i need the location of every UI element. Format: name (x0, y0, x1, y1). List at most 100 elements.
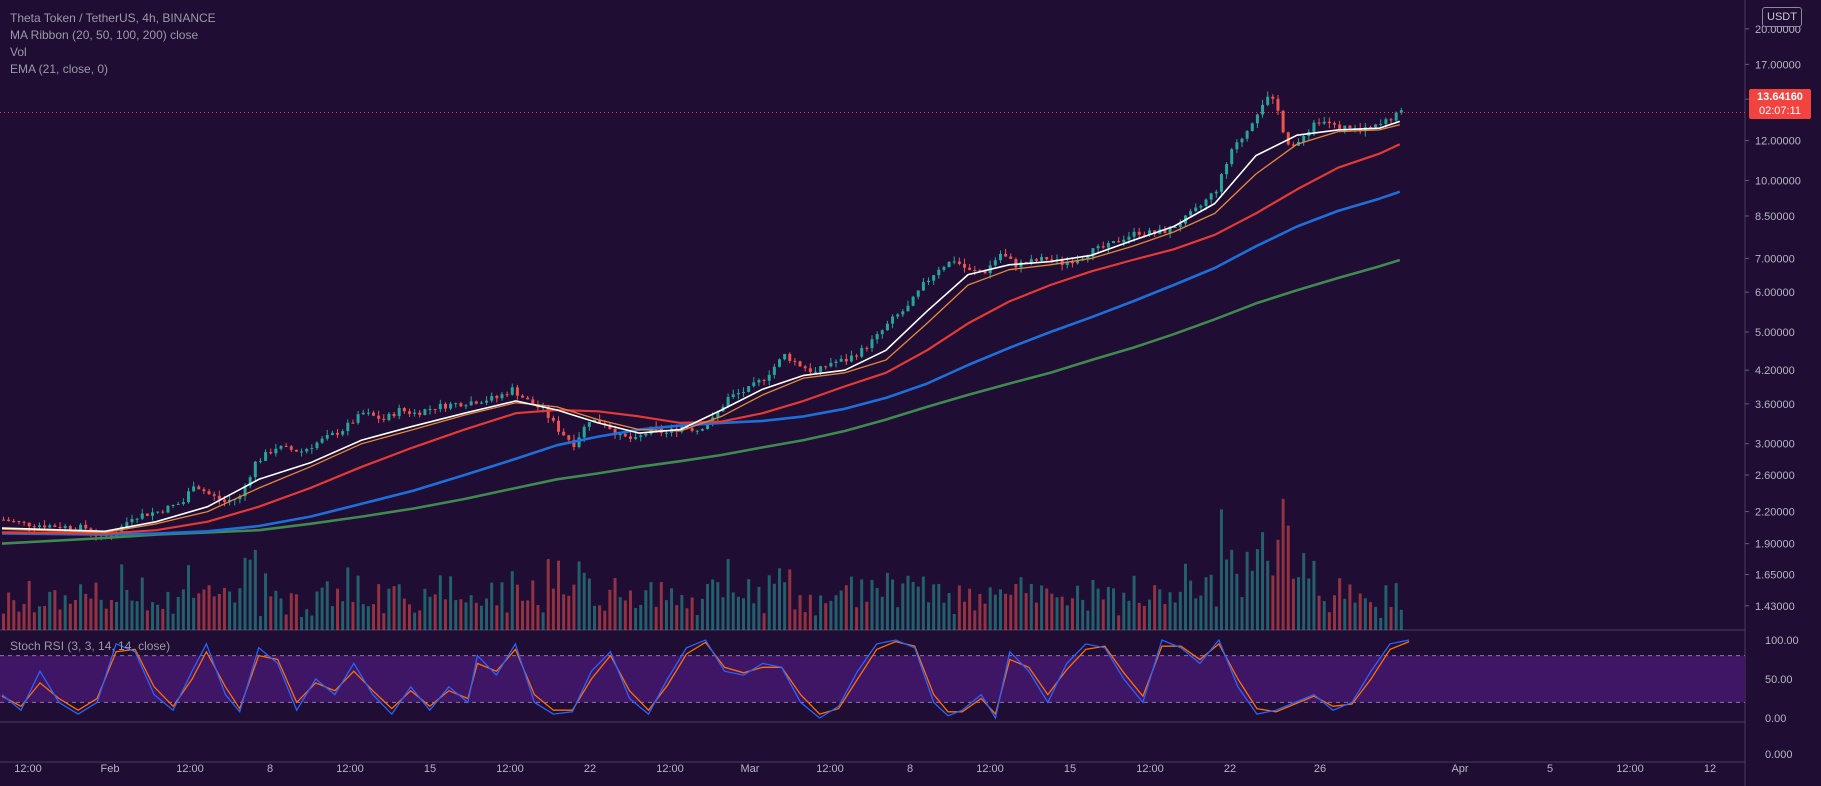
volume-bar (536, 605, 540, 630)
bullish-candle (834, 361, 838, 363)
ema-label[interactable]: EMA (21, close, 0) (10, 62, 109, 76)
y-tick-label: 17.00000 (1755, 59, 1801, 71)
stoch-k-line (1, 638, 1410, 720)
volume-bar (156, 604, 160, 630)
volume-bar (469, 595, 473, 630)
bearish-candle (2, 519, 5, 521)
bullish-candle (361, 412, 365, 415)
bearish-candle (382, 418, 386, 420)
bullish-candle (819, 366, 823, 372)
volume-bar (644, 590, 648, 630)
bullish-candle (870, 339, 874, 349)
bullish-candle (79, 524, 83, 531)
volume-bar (1343, 598, 1347, 630)
bearish-candle (824, 366, 828, 368)
bullish-candle (952, 261, 956, 263)
y-tick-label: 2.20000 (1755, 507, 1795, 519)
bullish-candle (397, 407, 401, 417)
volume-bar (1147, 599, 1151, 630)
stoch-tick-label: 50.00 (1765, 674, 1793, 686)
bullish-candle (500, 394, 504, 399)
bullish-candle (875, 334, 879, 340)
volume-bar (911, 581, 915, 630)
volume-bar (587, 578, 591, 630)
bearish-candle (1276, 98, 1280, 111)
bearish-candle (1034, 259, 1038, 261)
volume-bar (680, 595, 684, 630)
bullish-candle (1122, 239, 1126, 243)
stoch-rsi-pane (0, 638, 1745, 720)
bearish-candle (546, 406, 550, 418)
y-tick-label: 3.00000 (1755, 439, 1795, 451)
bullish-candle (1322, 121, 1326, 124)
volume-bar (407, 604, 411, 630)
volume-label[interactable]: Vol (10, 45, 27, 59)
volume-bar (613, 578, 617, 630)
bearish-candle (372, 412, 376, 416)
bullish-candle (736, 393, 740, 395)
bullish-candle (485, 400, 489, 403)
volume-bar (736, 596, 740, 630)
y-tick-label: 1.90000 (1755, 539, 1795, 551)
bullish-candle (1086, 256, 1090, 259)
bearish-candle (1153, 230, 1157, 234)
volume-bar (438, 575, 442, 630)
currency-badge[interactable]: USDT (1762, 7, 1802, 27)
price-axis[interactable]: 20.0000017.0000013.6416012.0000010.00000… (1745, 24, 1801, 761)
volume-bar (906, 575, 910, 630)
bearish-candle (474, 401, 478, 404)
volume-bar (927, 602, 931, 630)
volume-bar (1276, 539, 1280, 630)
volume-bar (474, 602, 478, 630)
bullish-candle (1230, 149, 1234, 165)
ma-ribbon-label[interactable]: MA Ribbon (20, 50, 100, 200) close (10, 28, 199, 42)
bullish-candle (171, 504, 175, 506)
volume-bar (99, 599, 103, 630)
volume-bar (115, 601, 119, 630)
stoch-tick-label: 100.00 (1765, 635, 1799, 647)
volume-bar (618, 597, 622, 630)
bullish-candle (639, 435, 643, 438)
volume-bar (957, 585, 961, 630)
symbol-title[interactable]: Theta Token / TetherUS, 4h, BINANCE (10, 11, 216, 25)
bullish-candle (1096, 246, 1100, 249)
stoch-band (0, 655, 1745, 703)
bearish-candle (269, 452, 273, 454)
volume-bar (346, 567, 350, 630)
volume-bar (443, 599, 447, 630)
volume-bar (968, 588, 972, 630)
bullish-candle (130, 519, 134, 523)
volume-bars (2, 498, 1403, 630)
bullish-candle (839, 358, 843, 362)
bearish-candle (161, 511, 165, 513)
volume-bar (834, 595, 838, 630)
bullish-candle (300, 451, 304, 453)
volume-bar (341, 601, 345, 630)
volume-bar (659, 582, 663, 630)
x-tick-label: 8 (907, 763, 913, 775)
bearish-candle (58, 526, 62, 529)
bullish-candle (577, 437, 581, 448)
bearish-candle (43, 525, 47, 528)
bullish-candle (1106, 243, 1110, 248)
time-axis[interactable]: 12:00 Feb 12:00 8 12:00 15 12:00 22 12:00 Mar 12:0… (14, 763, 1716, 775)
volume-bar (7, 592, 11, 630)
bullish-candle (1240, 138, 1244, 143)
volume-bar (84, 593, 88, 630)
stoch-d-line (1, 640, 1410, 716)
bearish-candle (202, 489, 206, 492)
x-tick-label: 8 (267, 763, 273, 775)
bearish-candle (808, 368, 812, 372)
bearish-candle (1348, 125, 1352, 129)
volume-bar (901, 583, 905, 630)
stoch-rsi-label[interactable]: Stoch RSI (3, 3, 14, 14, close) (10, 639, 171, 653)
bearish-candle (957, 261, 961, 264)
bullish-candle (880, 330, 884, 335)
bullish-candle (618, 433, 622, 436)
x-tick-label: 12:00 (816, 763, 844, 775)
volume-bar (1040, 585, 1044, 630)
volume-bar (356, 575, 360, 630)
volume-bar (634, 608, 638, 630)
volume-bar (546, 559, 550, 630)
